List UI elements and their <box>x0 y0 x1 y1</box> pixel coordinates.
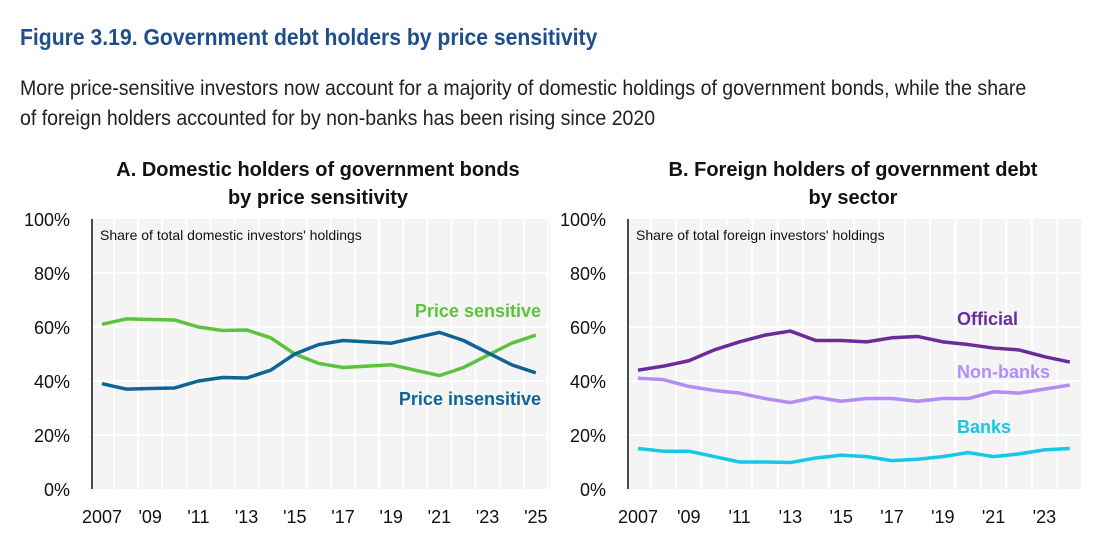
y-tick-label: 60% <box>570 318 606 338</box>
y-tick-label: 20% <box>34 426 70 446</box>
series-label: Non-banks <box>957 362 1050 382</box>
panel-note: Share of total domestic investors' holdi… <box>100 227 362 243</box>
plot-area <box>92 219 550 489</box>
y-tick-label: 100% <box>560 210 606 230</box>
figure-subtitle: More price-sensitive investors now accou… <box>20 77 1027 130</box>
y-tick-label: 80% <box>34 264 70 284</box>
x-tick-label: '15 <box>283 507 306 527</box>
y-tick-label: 20% <box>570 426 606 446</box>
x-tick-label: 2007 <box>618 507 658 527</box>
x-tick-label: 2007 <box>82 507 122 527</box>
y-tick-label: 80% <box>570 264 606 284</box>
y-tick-label: 0% <box>580 480 606 500</box>
y-tick-label: 40% <box>34 372 70 392</box>
series-line-banks <box>637 446 1070 465</box>
x-tick-label: '19 <box>379 507 402 527</box>
plot-area <box>628 219 1082 489</box>
x-tick-label: '09 <box>138 507 161 527</box>
panel-title: A. Domestic holders of government bonds <box>116 159 519 181</box>
panel-title: by sector <box>809 187 898 209</box>
x-tick-label: '17 <box>331 507 354 527</box>
panel-note: Share of total foreign investors' holdin… <box>636 227 885 243</box>
series-line-non-banks <box>637 376 1071 405</box>
y-tick-label: 0% <box>44 480 70 500</box>
x-tick-label: '15 <box>829 507 852 527</box>
x-tick-label: '11 <box>729 507 751 527</box>
panel-title: B. Foreign holders of government debt <box>669 159 1038 181</box>
y-tick-label: 100% <box>24 210 70 230</box>
series-label: Banks <box>957 417 1011 437</box>
series-line-price-sensitive <box>101 317 537 378</box>
y-tick-label: 40% <box>570 372 606 392</box>
x-tick-label: '17 <box>880 507 903 527</box>
x-tick-label: '11 <box>187 507 209 527</box>
series-label: Official <box>957 309 1018 329</box>
series-label: Price sensitive <box>415 301 541 321</box>
x-tick-label: '13 <box>779 507 802 527</box>
x-tick-label: '23 <box>476 507 499 527</box>
x-tick-label: '25 <box>524 507 547 527</box>
x-tick-label: '13 <box>235 507 258 527</box>
series-line-official <box>637 329 1071 372</box>
x-tick-label: '23 <box>1033 507 1056 527</box>
figure-title: Figure 3.19. Government debt holders by … <box>20 24 598 50</box>
x-tick-label: '21 <box>982 507 1005 527</box>
x-tick-label: '19 <box>931 507 954 527</box>
panel-title: by price sensitivity <box>228 187 409 209</box>
series-label: Price insensitive <box>399 389 541 409</box>
x-tick-label: '09 <box>677 507 700 527</box>
x-tick-label: '21 <box>428 507 451 527</box>
series-line-price-insensitive <box>101 330 537 391</box>
y-tick-label: 60% <box>34 318 70 338</box>
